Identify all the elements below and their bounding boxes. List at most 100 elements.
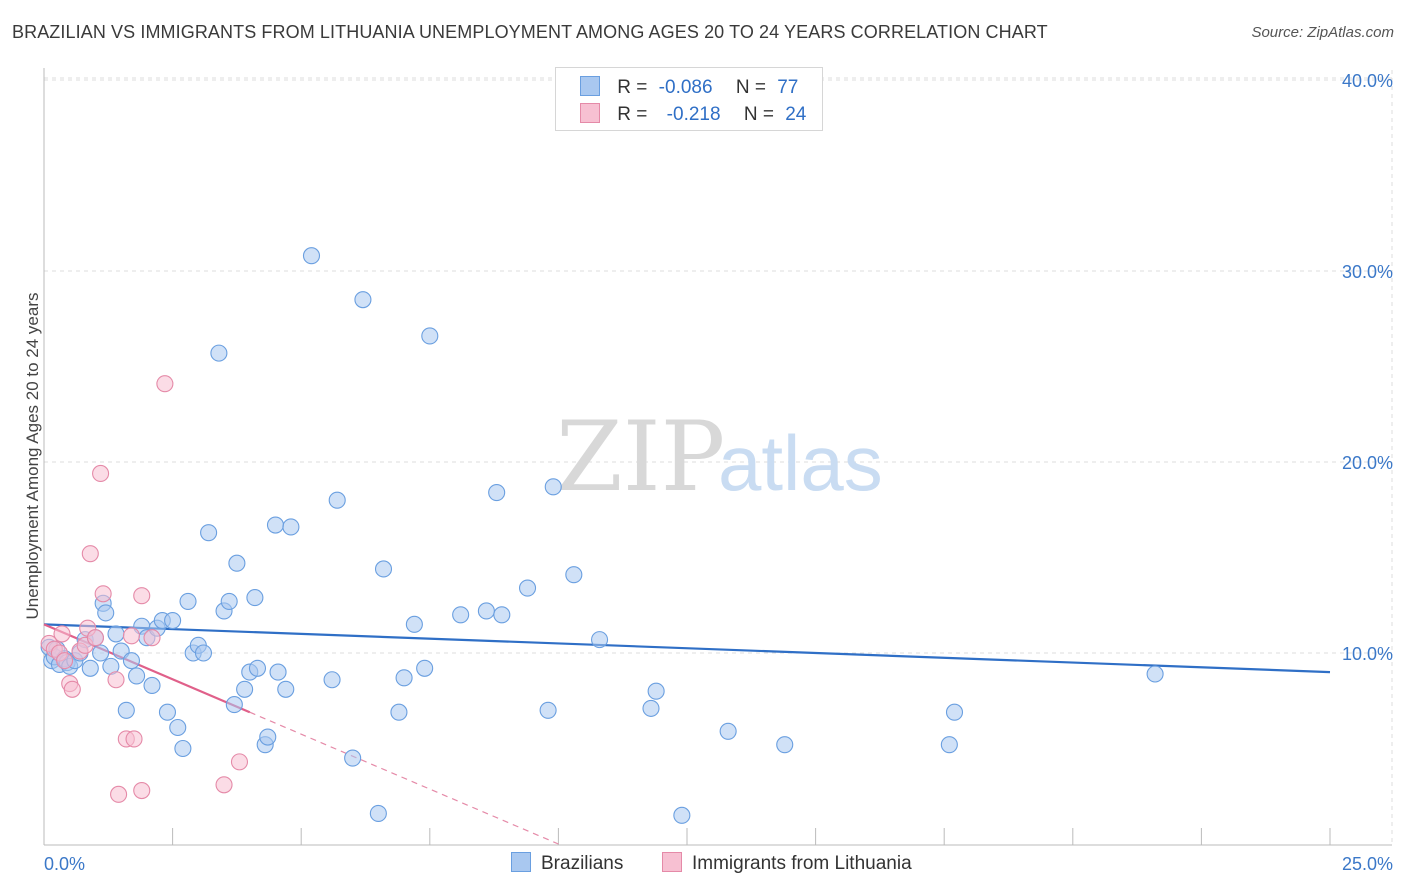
point-brazilians: [488, 484, 506, 502]
point-brazilians: [269, 663, 287, 681]
point-brazilians: [323, 671, 341, 689]
point-brazilians: [143, 676, 161, 695]
bottom-legend-swatch-brazilians: [511, 852, 531, 872]
point-lithuania: [215, 776, 233, 794]
point-brazilians: [266, 516, 285, 534]
point-lithuania: [125, 730, 143, 748]
y-tick-label: 10.0%: [1342, 644, 1393, 664]
y-tick-label: 30.0%: [1342, 262, 1393, 282]
point-lithuania: [230, 753, 249, 771]
point-brazilians: [97, 604, 115, 622]
watermark-atlas: atlas: [718, 419, 883, 507]
point-brazilians: [220, 592, 238, 610]
point-brazilians: [390, 703, 408, 721]
point-brazilians: [210, 344, 228, 362]
x-tick-label: 0.0%: [44, 854, 85, 874]
watermark-zip: ZIP: [556, 401, 725, 513]
legend-n-value: 24: [785, 104, 807, 125]
point-brazilians: [179, 592, 197, 610]
trend-extension-1: [249, 711, 559, 845]
point-brazilians: [945, 703, 964, 721]
point-brazilians: [544, 478, 562, 496]
y-axis-title: Unemployment Among Ages 20 to 24 years: [23, 293, 42, 620]
point-lithuania: [107, 671, 125, 689]
chart-title: BRAZILIAN VS IMMIGRANTS FROM LITHUANIA U…: [12, 22, 1048, 42]
point-brazilians: [194, 644, 213, 662]
point-lithuania: [92, 464, 110, 483]
point-lithuania: [53, 625, 71, 643]
point-lithuania: [133, 587, 151, 605]
point-brazilians: [248, 659, 267, 677]
point-brazilians: [107, 625, 125, 643]
point-brazilians: [302, 247, 321, 265]
x-tick-label: 25.0%: [1342, 854, 1393, 874]
point-brazilians: [591, 631, 609, 649]
point-brazilians: [369, 804, 387, 822]
point-brazilians: [493, 606, 511, 624]
point-brazilians: [277, 680, 295, 698]
point-brazilians: [673, 806, 691, 824]
legend-n-label: N =: [743, 104, 774, 125]
point-lithuania: [122, 627, 140, 645]
legend-r-label: R =: [617, 104, 648, 125]
legend-n-value: 77: [777, 77, 799, 98]
point-brazilians: [344, 749, 362, 767]
point-brazilians: [246, 589, 264, 607]
legend-swatch-brazilians: [580, 76, 600, 96]
point-lithuania: [156, 375, 174, 393]
point-brazilians: [719, 722, 737, 740]
source-label: Source: ZipAtlas.com: [1251, 24, 1394, 41]
point-brazilians: [642, 699, 660, 717]
y-tick-label: 40.0%: [1342, 71, 1393, 91]
bottom-legend-label: Immigrants from Lithuania: [692, 853, 912, 874]
point-brazilians: [117, 701, 135, 719]
trend-line-0: [43, 623, 1331, 674]
point-brazilians: [122, 652, 140, 670]
gridlines: [44, 70, 1393, 844]
point-brazilians: [174, 739, 192, 758]
point-brazilians: [452, 606, 470, 624]
point-brazilians: [164, 611, 182, 630]
point-brazilians: [374, 560, 393, 578]
point-lithuania: [86, 629, 104, 647]
point-brazilians: [395, 669, 413, 687]
point-brazilians: [940, 736, 958, 754]
point-brazilians: [421, 327, 439, 345]
point-brazilians: [200, 524, 218, 542]
point-brazilians: [354, 291, 372, 309]
point-lithuania: [143, 629, 161, 647]
bottom-legend-swatch-lithuania: [662, 852, 682, 872]
point-brazilians: [236, 680, 254, 698]
point-brazilians: [92, 644, 110, 662]
bottom-legend-label: Brazilians: [541, 853, 624, 874]
legend-n-label: N =: [735, 77, 766, 98]
legend-r-value: -0.086: [658, 77, 713, 98]
point-brazilians: [776, 736, 794, 754]
y-tick-label: 20.0%: [1342, 453, 1393, 473]
bottom-legend-brazilians: Brazilians: [511, 852, 623, 875]
data-points: [40, 247, 1164, 824]
legend-row-lithuania: R = -0.218 N = 24: [580, 103, 806, 126]
point-brazilians: [518, 579, 537, 597]
point-brazilians: [259, 728, 277, 746]
point-brazilians: [328, 491, 346, 509]
point-brazilians: [647, 682, 665, 700]
point-brazilians: [225, 696, 243, 714]
legend-row-brazilians: R = -0.086 N = 77: [580, 76, 798, 99]
point-brazilians: [477, 602, 495, 620]
watermark: ZIP atlas: [556, 401, 883, 513]
point-brazilians: [128, 667, 146, 685]
bottom-legend-lithuania: Immigrants from Lithuania: [662, 852, 912, 875]
point-brazilians: [228, 554, 246, 572]
point-brazilians: [81, 659, 99, 677]
legend-swatch-lithuania: [580, 103, 600, 123]
y-tick-labels: 10.0% 20.0% 30.0% 40.0%: [1342, 71, 1393, 664]
point-brazilians: [282, 518, 300, 536]
point-lithuania: [63, 680, 81, 698]
point-lithuania: [110, 785, 128, 803]
x-tick-labels: 0.0% 25.0%: [44, 854, 1393, 874]
point-lithuania: [56, 652, 74, 670]
point-lithuania: [133, 781, 151, 800]
legend: R = -0.086 N = 77 R = -0.218 N = 24: [555, 67, 823, 131]
